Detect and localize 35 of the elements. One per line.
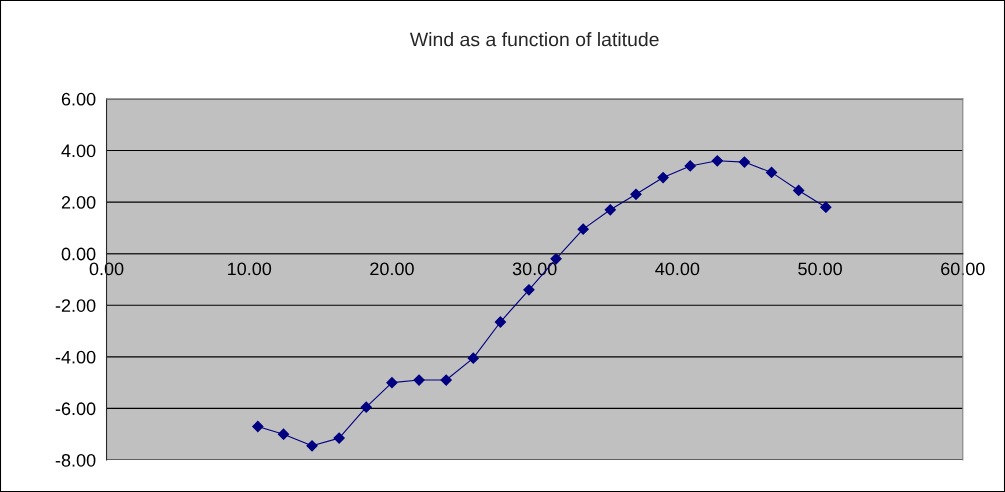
point xyxy=(738,156,751,168)
point xyxy=(711,155,723,167)
point xyxy=(467,352,479,364)
point xyxy=(765,166,778,179)
point xyxy=(333,432,345,444)
point xyxy=(793,184,805,197)
y-tick-label: 4.00 xyxy=(61,144,96,158)
point xyxy=(684,160,696,172)
y-tick-label: -4.00 xyxy=(55,350,96,364)
chart-title: Wind as a function of latitude xyxy=(409,32,659,47)
point xyxy=(440,374,452,386)
x-tick-label: 20.00 xyxy=(370,262,414,276)
y-tick-label: 2.00 xyxy=(61,196,96,209)
point xyxy=(252,420,264,433)
point xyxy=(360,401,372,413)
point xyxy=(413,374,425,386)
x-tick-label: 40.00 xyxy=(655,262,700,276)
point xyxy=(577,223,589,235)
y-tick-label: -6.00 xyxy=(55,402,96,416)
point xyxy=(306,440,318,452)
point xyxy=(820,201,832,213)
point xyxy=(630,188,642,200)
point xyxy=(277,428,290,440)
x-tick-label: 10.00 xyxy=(228,262,272,276)
point xyxy=(523,284,535,296)
point xyxy=(604,204,616,216)
x-tick-label: 50.00 xyxy=(798,262,842,276)
point xyxy=(494,316,507,328)
point xyxy=(386,377,398,389)
y-tick-label: 0.00 xyxy=(61,247,96,261)
y-tick-label: 6.00 xyxy=(61,92,96,106)
y-tick-label: -2.00 xyxy=(55,299,96,312)
x-tick-label: 60.00 xyxy=(941,262,985,276)
y-tick-label: -8.00 xyxy=(55,453,96,467)
point xyxy=(657,171,669,184)
